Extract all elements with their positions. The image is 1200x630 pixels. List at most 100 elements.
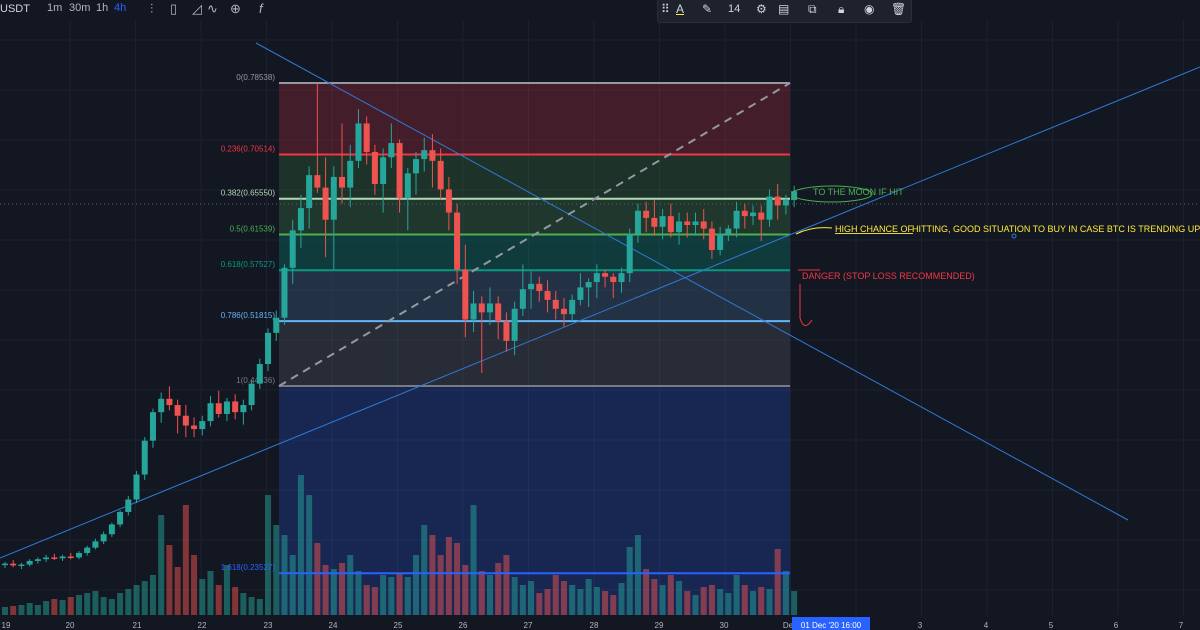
candle-body: [281, 267, 288, 318]
volume-bar: [462, 565, 469, 615]
fx-icon[interactable]: f: [259, 1, 263, 16]
volume-bar: [207, 571, 214, 615]
volume-bar: [700, 587, 707, 615]
volume-bar: [306, 495, 313, 615]
drag-handle-icon[interactable]: ⠿: [661, 2, 670, 16]
settings-icon[interactable]: ⚙: [756, 2, 767, 16]
candle-body: [2, 563, 8, 566]
candle-body: [470, 303, 477, 320]
volume-bar: [297, 475, 304, 615]
volume-bar: [511, 577, 518, 615]
candle-body: [363, 123, 370, 152]
fill-icon[interactable]: ▤: [778, 2, 790, 16]
volume-bar: [339, 563, 346, 615]
volume-bar: [289, 555, 296, 615]
timeframe-4h[interactable]: 4h: [114, 2, 127, 14]
candle-body: [544, 290, 551, 300]
volume-bar: [552, 575, 559, 615]
bar-type-icon[interactable]: ⫶: [150, 1, 154, 16]
annotation-buy: HITTING, GOOD SITUATION TO BUY IN CASE B…: [912, 224, 1200, 234]
candle-body: [199, 421, 206, 430]
lock-icon[interactable]: 🔒︎: [838, 2, 845, 16]
candle-body: [725, 228, 732, 234]
candle-body: [125, 499, 132, 512]
chart-grid: [0, 20, 1200, 615]
candle-body: [462, 269, 469, 320]
copy-icon[interactable]: ⧉: [808, 2, 817, 16]
candle-body: [182, 415, 189, 426]
indicators-icon[interactable]: ∿: [207, 1, 218, 16]
volume-bar: [166, 545, 173, 615]
font-size-select[interactable]: 14: [728, 3, 741, 15]
volume-bar: [2, 607, 8, 615]
candle-body: [684, 221, 691, 226]
volume-bar: [725, 593, 732, 615]
candle-body: [676, 221, 683, 233]
volume-bar: [84, 593, 91, 615]
text-color-icon[interactable]: A: [676, 2, 685, 16]
volume-bar: [470, 505, 477, 615]
volume-bar: [199, 579, 206, 615]
candle-body: [314, 175, 321, 188]
x-tick-label: 7: [1179, 621, 1184, 630]
candle-body: [413, 159, 419, 174]
candle-body: [339, 176, 346, 188]
crosshair-time-label: 01 Dec '20 16:00: [801, 621, 862, 630]
volume-bar: [10, 606, 17, 615]
area-icon[interactable]: ◿: [192, 1, 202, 16]
volume-bar: [215, 585, 222, 615]
timeframe-30m[interactable]: 30m: [69, 2, 91, 14]
volume-bar: [133, 585, 140, 615]
volume-bar: [363, 585, 370, 615]
candle-body: [511, 308, 518, 341]
fib-level-label: 0.786(0.51815): [221, 311, 276, 320]
x-tick-label: 25: [394, 621, 403, 630]
timeframe-1m[interactable]: 1m: [47, 2, 63, 14]
fib-zone: [279, 321, 790, 386]
candle-body: [92, 541, 99, 548]
candle-body: [306, 175, 313, 209]
candle-body: [240, 405, 247, 413]
candle-body: [84, 547, 91, 553]
fibonacci-retracement[interactable]: [279, 83, 790, 615]
pencil-icon[interactable]: ✎: [702, 2, 713, 16]
candle-body: [265, 332, 272, 365]
candle-body: [585, 282, 592, 288]
candle-body: [791, 191, 798, 201]
candle-body: [519, 289, 526, 309]
top-toolbar: USDT 1m 30m 1h 4h ⫶ ▯ ◿ ∿ ⊕ f: [0, 0, 1200, 20]
candle-body: [741, 210, 748, 217]
x-tick-label: 26: [459, 621, 468, 630]
volume-bar: [626, 547, 633, 615]
volume-bar: [141, 581, 148, 615]
trend-lines[interactable]: [0, 42, 1200, 559]
volume-bar: [445, 537, 452, 615]
volume-bar: [256, 599, 263, 615]
symbol-label[interactable]: USDT: [0, 3, 30, 15]
eye-icon[interactable]: ◉: [864, 2, 875, 16]
volume-bar: [486, 575, 493, 615]
volume-bar: [659, 585, 666, 615]
volume-bar: [791, 591, 798, 615]
candle-body: [643, 210, 650, 218]
fib-trend-line: [278, 82, 791, 387]
candle-body: [330, 176, 337, 220]
volume-bar: [618, 583, 625, 615]
candle-body: [297, 208, 304, 231]
add-icon[interactable]: ⊕: [230, 1, 241, 16]
downtrend-line: [255, 42, 1129, 521]
candle-body: [59, 556, 66, 559]
candle-body: [289, 230, 296, 268]
volume-bar: [240, 593, 247, 615]
trash-icon[interactable]: 🗑︎: [891, 2, 907, 16]
volume-bar: [610, 595, 617, 615]
candles-icon[interactable]: ▯: [170, 1, 178, 16]
x-tick-label: 6: [1114, 621, 1119, 630]
volume-bar: [569, 585, 576, 615]
candle-body: [149, 412, 156, 441]
x-tick-label: 5: [1049, 621, 1054, 630]
timeframe-1h[interactable]: 1h: [96, 2, 109, 14]
candle-body: [75, 552, 82, 558]
candle-body: [437, 160, 444, 190]
